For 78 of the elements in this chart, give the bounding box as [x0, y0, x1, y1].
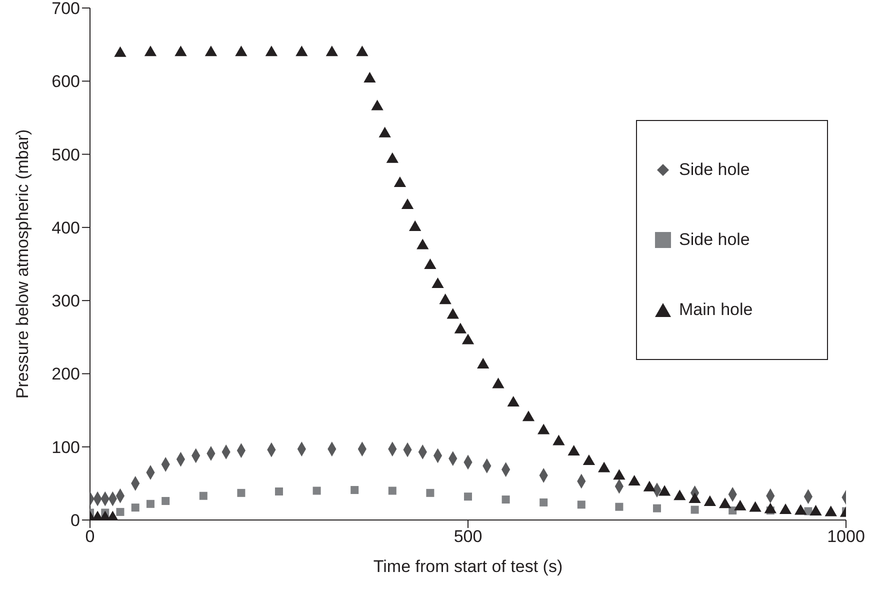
point [237, 488, 246, 497]
point [116, 508, 124, 516]
legend-label: Side hole [679, 230, 750, 250]
legend-label: Side hole [679, 160, 750, 180]
point [275, 487, 283, 496]
point [364, 72, 376, 82]
point [162, 496, 170, 505]
point [538, 424, 550, 434]
y-tick-label: 300 [52, 292, 80, 311]
point [235, 46, 248, 56]
y-tick-label: 500 [52, 145, 80, 164]
point [688, 492, 701, 504]
point [653, 504, 661, 512]
point [502, 496, 510, 504]
point [464, 492, 472, 501]
point [131, 504, 140, 512]
point [326, 46, 338, 56]
point [174, 46, 187, 56]
y-tick-label: 400 [52, 218, 80, 238]
point [378, 126, 391, 138]
y-axis-title: Pressure below atmospheric (mbar) [13, 129, 32, 399]
point [598, 462, 610, 472]
point [454, 322, 467, 334]
point [204, 46, 218, 56]
point [439, 294, 452, 304]
point [674, 490, 686, 500]
legend-label: Main hole [679, 300, 753, 320]
point [386, 152, 398, 163]
point [718, 498, 732, 508]
point [628, 474, 640, 486]
point [426, 488, 434, 497]
y-tick-label: 700 [52, 0, 80, 18]
point [146, 500, 154, 508]
x-tick-label: 1000 [827, 527, 865, 546]
point [615, 502, 624, 511]
point [552, 434, 565, 446]
x-tick-label: 0 [85, 527, 95, 546]
point [424, 258, 436, 269]
point [265, 46, 278, 56]
point [356, 46, 368, 56]
point [350, 486, 359, 494]
point [582, 454, 596, 465]
point [409, 220, 422, 231]
point [824, 506, 837, 516]
point [416, 238, 429, 250]
x-tick-label: 500 [454, 527, 482, 546]
point [371, 100, 384, 110]
point [522, 410, 535, 422]
point [394, 176, 406, 188]
point [734, 500, 746, 510]
point [199, 492, 208, 500]
y-tick-label: 200 [52, 364, 80, 384]
point [312, 486, 321, 495]
point [643, 480, 656, 492]
point [462, 334, 474, 344]
point [492, 378, 504, 388]
point [794, 504, 807, 515]
x-axis-title: Time from start of test (s) [373, 557, 563, 576]
y-tick-label: 600 [52, 72, 80, 92]
point [540, 498, 548, 506]
point [764, 502, 776, 514]
point [658, 485, 671, 496]
y-tick-label: 0 [70, 511, 80, 530]
point [114, 46, 126, 57]
point [144, 46, 157, 56]
point [507, 396, 520, 406]
point [432, 277, 444, 288]
point [577, 500, 586, 509]
point [613, 469, 626, 480]
point [477, 358, 490, 368]
point [568, 444, 580, 456]
point [749, 501, 762, 512]
y-tick-label: 100 [52, 438, 80, 457]
point [296, 46, 308, 56]
point [388, 486, 396, 495]
point [446, 308, 459, 319]
point [690, 506, 699, 514]
point [401, 198, 414, 209]
